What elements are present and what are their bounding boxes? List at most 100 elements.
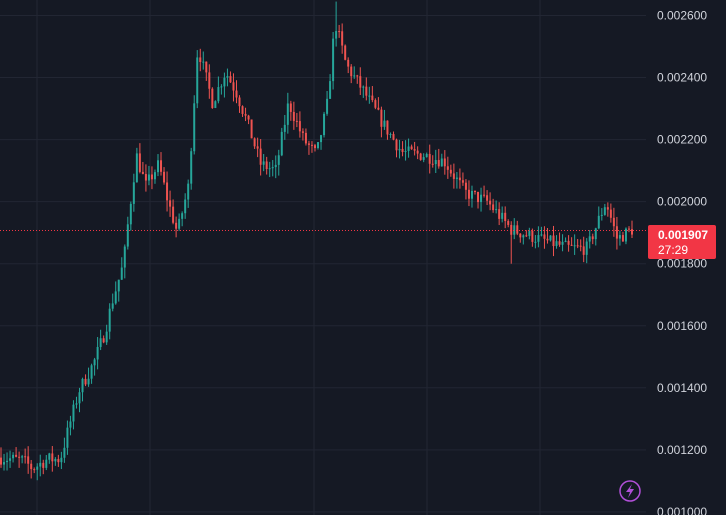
candle[interactable] <box>54 457 57 466</box>
candle[interactable] <box>163 167 166 185</box>
candle[interactable] <box>75 396 78 409</box>
candle[interactable] <box>217 76 220 104</box>
candle[interactable] <box>323 111 326 138</box>
candle[interactable] <box>392 131 395 141</box>
candle[interactable] <box>516 220 519 236</box>
candle[interactable] <box>528 227 531 240</box>
candle[interactable] <box>609 203 612 223</box>
candle[interactable] <box>383 109 386 130</box>
candle[interactable] <box>365 77 368 101</box>
candle[interactable] <box>467 180 470 207</box>
candle[interactable] <box>359 67 362 96</box>
candle[interactable] <box>57 454 60 467</box>
candle[interactable] <box>81 377 84 402</box>
candle[interactable] <box>440 153 443 167</box>
candle[interactable] <box>271 160 274 177</box>
candle[interactable] <box>33 467 36 474</box>
candle[interactable] <box>12 452 15 463</box>
candle[interactable] <box>223 72 226 98</box>
candle[interactable] <box>624 227 627 245</box>
candle[interactable] <box>156 154 159 177</box>
candle[interactable] <box>153 169 156 184</box>
candle[interactable] <box>401 141 404 157</box>
candle[interactable] <box>455 172 458 189</box>
candle[interactable] <box>196 50 199 109</box>
candle[interactable] <box>277 149 280 176</box>
candle[interactable] <box>45 455 48 471</box>
candle[interactable] <box>307 140 310 155</box>
candle[interactable] <box>335 1 338 47</box>
candle[interactable] <box>621 231 624 242</box>
candle[interactable] <box>612 207 615 237</box>
candle[interactable] <box>464 179 467 200</box>
candle[interactable] <box>576 238 579 249</box>
candle[interactable] <box>425 152 428 158</box>
candle[interactable] <box>600 208 603 221</box>
candle[interactable] <box>250 119 253 139</box>
candle[interactable] <box>259 139 262 176</box>
candle[interactable] <box>96 337 99 370</box>
candle[interactable] <box>368 86 371 104</box>
candle[interactable] <box>501 206 504 223</box>
candle[interactable] <box>229 71 232 84</box>
candle[interactable] <box>66 420 69 455</box>
candle[interactable] <box>310 141 313 153</box>
candle[interactable] <box>570 237 573 247</box>
candle[interactable] <box>280 127 283 157</box>
candle[interactable] <box>350 64 353 84</box>
candle[interactable] <box>504 206 507 229</box>
candle[interactable] <box>30 459 33 479</box>
candle[interactable] <box>169 190 172 217</box>
candle[interactable] <box>495 200 498 214</box>
candle[interactable] <box>63 437 66 463</box>
candle[interactable] <box>341 23 344 54</box>
candle[interactable] <box>344 44 347 61</box>
candle[interactable] <box>232 73 235 102</box>
candle[interactable] <box>618 230 621 246</box>
candle[interactable] <box>353 66 356 79</box>
candle[interactable] <box>510 221 513 264</box>
candle[interactable] <box>36 463 39 481</box>
candle[interactable] <box>434 149 437 173</box>
candle[interactable] <box>395 138 398 158</box>
candle[interactable] <box>362 85 365 98</box>
candle[interactable] <box>356 74 359 84</box>
candle[interactable] <box>190 147 193 190</box>
candle[interactable] <box>21 454 24 464</box>
candle[interactable] <box>489 192 492 211</box>
candle[interactable] <box>138 143 141 174</box>
candle[interactable] <box>262 154 265 172</box>
candle[interactable] <box>398 139 401 159</box>
candle[interactable] <box>84 374 87 387</box>
candle[interactable] <box>588 229 591 249</box>
candle[interactable] <box>51 446 54 472</box>
candle[interactable] <box>413 141 416 156</box>
candle[interactable] <box>317 142 320 150</box>
candle[interactable] <box>371 86 374 103</box>
candle[interactable] <box>419 152 422 161</box>
candle[interactable] <box>416 146 419 160</box>
candle[interactable] <box>567 235 570 252</box>
candle[interactable] <box>241 105 244 117</box>
candle[interactable] <box>226 68 229 87</box>
candle[interactable] <box>289 100 292 121</box>
candle[interactable] <box>534 235 537 249</box>
price-axis[interactable]: 0.001000 0.001200 0.001400 0.001600 0.001800… <box>657 9 707 515</box>
candle[interactable] <box>274 155 277 179</box>
candle[interactable] <box>428 144 431 174</box>
candle[interactable] <box>87 367 90 387</box>
candle[interactable] <box>522 234 525 245</box>
candle[interactable] <box>144 164 147 192</box>
candle[interactable] <box>120 257 123 280</box>
candle[interactable] <box>452 163 455 189</box>
candle[interactable] <box>603 203 606 216</box>
lightning-icon[interactable] <box>619 480 641 502</box>
candle[interactable] <box>591 233 594 245</box>
candle[interactable] <box>220 84 223 95</box>
candle[interactable] <box>6 452 9 471</box>
candle[interactable] <box>141 161 144 175</box>
candle[interactable] <box>386 120 389 140</box>
candle[interactable] <box>461 172 464 186</box>
candle[interactable] <box>150 166 153 190</box>
